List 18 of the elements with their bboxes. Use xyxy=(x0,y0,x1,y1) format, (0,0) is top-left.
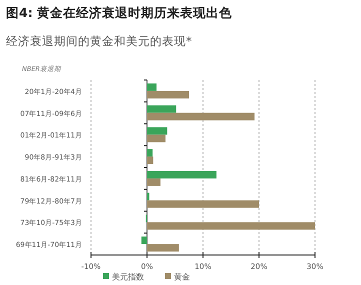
bar xyxy=(147,90,189,98)
chart-title: 图4: 黄金在经济衰退时期历来表现出色 xyxy=(6,5,234,20)
bar xyxy=(147,83,157,91)
legend-label: 黄金 xyxy=(174,272,190,282)
bar xyxy=(147,178,160,186)
bar xyxy=(147,222,315,230)
chart-subtitle: 经济衰退期间的黄金和美元的表现* xyxy=(6,34,192,48)
bar xyxy=(147,170,216,178)
bar xyxy=(147,105,176,113)
bar xyxy=(147,200,259,208)
bar xyxy=(147,134,166,142)
bar xyxy=(147,149,153,157)
bar xyxy=(147,244,179,252)
bar xyxy=(141,236,147,244)
legend-label: 美元指数 xyxy=(112,272,144,282)
bar xyxy=(147,156,154,164)
bar xyxy=(147,112,255,120)
bar xyxy=(147,127,168,135)
